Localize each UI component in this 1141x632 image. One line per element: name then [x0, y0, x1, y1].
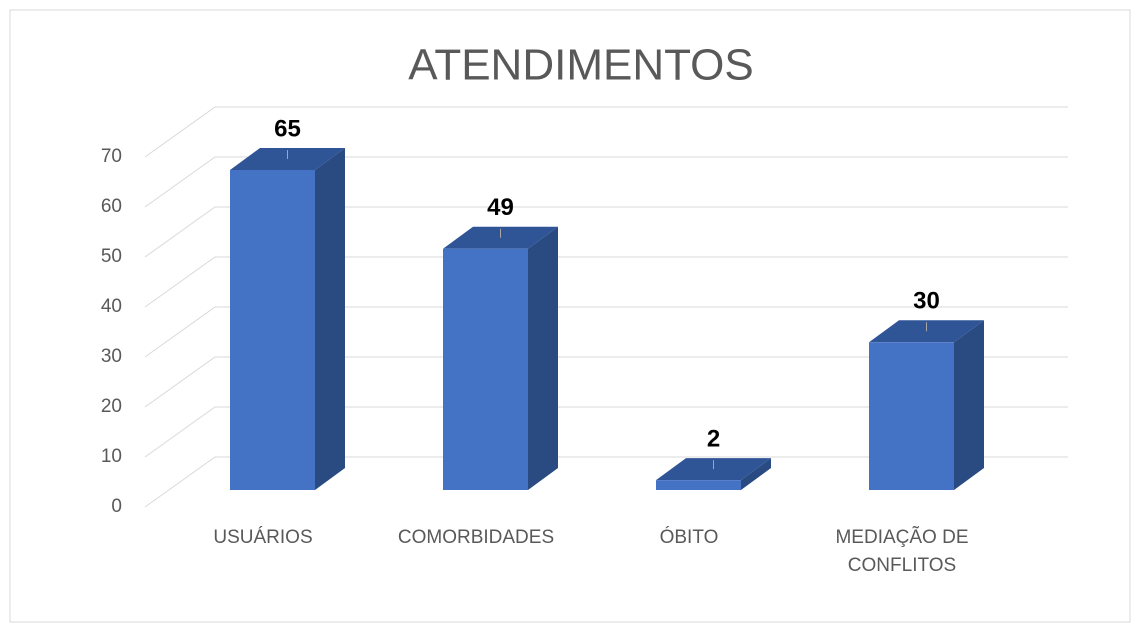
grid-line [144, 156, 1068, 208]
bar-front [230, 170, 315, 490]
y-tick-label: 0 [111, 496, 122, 517]
chart-frame [9, 9, 1131, 623]
bar-front [869, 342, 954, 490]
grid-line [144, 406, 1068, 458]
y-tick-label: 40 [101, 296, 122, 317]
y-tick-label: 10 [101, 446, 122, 467]
grid-line [144, 456, 1068, 508]
y-tick-label: 60 [101, 196, 122, 217]
bar-side [741, 458, 771, 490]
chart-title: ATENDIMENTOS [408, 41, 754, 90]
x-tick-label: USUÁRIOS [213, 527, 312, 548]
bar-front [443, 248, 528, 490]
data-label: 30 [913, 288, 940, 315]
y-tick-label: 20 [101, 396, 122, 417]
x-tick-label: MEDIAÇÃO DE CONFLITOS [835, 526, 968, 576]
y-tick-label: 50 [101, 246, 122, 267]
grid-line [144, 256, 1068, 308]
data-label: 2 [707, 425, 720, 452]
y-tick-label: 30 [101, 346, 122, 367]
grid-line [144, 306, 1068, 358]
grid-line [144, 356, 1068, 408]
bar-side [954, 320, 984, 490]
x-tick-label: ÓBITO [660, 526, 719, 548]
bar-side [528, 226, 558, 490]
y-tick-label: 70 [101, 146, 122, 167]
bar [869, 320, 984, 490]
bar-side [315, 148, 345, 490]
data-label: 49 [487, 194, 514, 221]
data-label: 65 [274, 115, 301, 142]
x-tick-label: COMORBIDADES [398, 527, 554, 548]
bar-front [656, 480, 741, 490]
grid-line [144, 206, 1068, 258]
bar [443, 226, 558, 490]
grid-line [144, 106, 1068, 158]
bar [230, 148, 345, 490]
